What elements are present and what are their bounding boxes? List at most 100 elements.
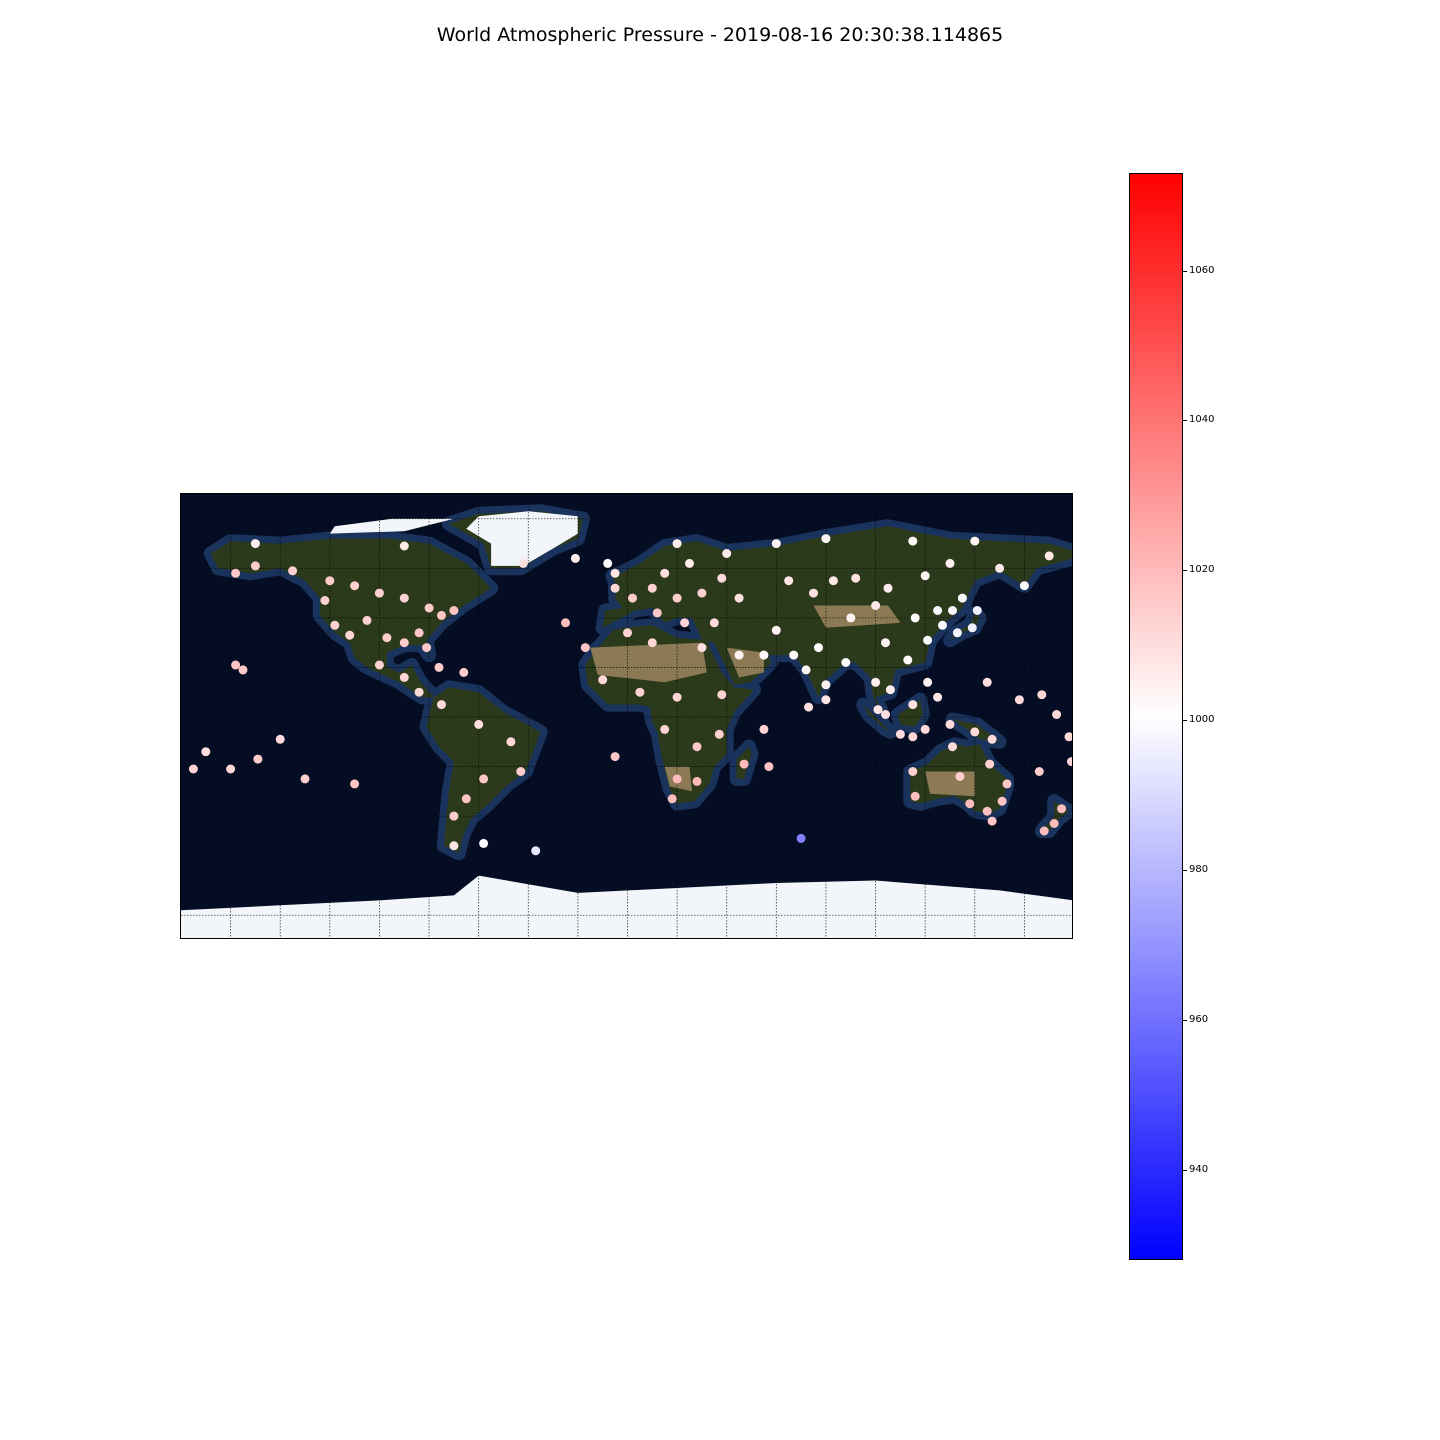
colorbar-tick-mark bbox=[1183, 720, 1187, 722]
pressure-point bbox=[598, 675, 608, 685]
pressure-point bbox=[531, 846, 541, 856]
pressure-point bbox=[997, 796, 1007, 806]
land-indonesia-sumatra bbox=[863, 704, 891, 732]
colorbar-tick-label: 1060 bbox=[1189, 264, 1215, 276]
pressure-point bbox=[382, 633, 392, 643]
pressure-point bbox=[647, 583, 657, 593]
pressure-point bbox=[250, 539, 260, 549]
pressure-point bbox=[771, 539, 781, 549]
pressure-point bbox=[933, 606, 943, 615]
pressure-point bbox=[610, 752, 620, 762]
pressure-point bbox=[1034, 767, 1044, 776]
pressure-point bbox=[424, 603, 434, 613]
pressure-point bbox=[652, 608, 662, 618]
pressure-point bbox=[945, 719, 955, 729]
pressure-point bbox=[570, 553, 580, 563]
desert-gobi bbox=[813, 605, 901, 628]
pressure-point bbox=[506, 737, 516, 747]
pressure-point bbox=[717, 690, 727, 700]
pressure-point bbox=[449, 811, 459, 821]
pressure-point bbox=[479, 838, 489, 848]
colorbar-tick-label: 1000 bbox=[1189, 714, 1215, 726]
pressure-point bbox=[722, 549, 732, 558]
pressure-point bbox=[952, 628, 962, 638]
pressure-point bbox=[821, 695, 831, 705]
pressure-point bbox=[895, 729, 905, 739]
colorbar bbox=[1129, 173, 1183, 1260]
pressure-point bbox=[948, 742, 957, 752]
pressure-point bbox=[955, 772, 965, 781]
pressure-point bbox=[908, 700, 918, 710]
pressure-point bbox=[948, 606, 957, 615]
colorbar-tick-mark bbox=[1183, 1020, 1187, 1022]
pressure-point bbox=[362, 615, 372, 625]
pressure-point bbox=[821, 534, 831, 544]
pressure-point bbox=[680, 618, 690, 628]
pressure-point bbox=[923, 635, 933, 645]
pressure-point bbox=[226, 764, 236, 774]
pressure-point bbox=[288, 566, 298, 576]
pressure-point bbox=[434, 662, 444, 672]
pressure-point bbox=[881, 638, 890, 648]
pressure-point bbox=[759, 650, 769, 660]
pressure-point bbox=[734, 593, 744, 603]
pressure-point bbox=[516, 767, 526, 776]
pressure-point bbox=[759, 724, 769, 734]
chart-title: World Atmospheric Pressure - 2019-08-16 … bbox=[436, 24, 1004, 46]
pressure-point bbox=[1014, 695, 1024, 705]
pressure-point bbox=[987, 734, 997, 744]
pressure-point bbox=[561, 618, 570, 628]
pressure-point bbox=[814, 643, 823, 653]
pressure-point bbox=[796, 833, 806, 843]
pressure-point bbox=[903, 655, 913, 665]
desert-australia bbox=[925, 771, 975, 797]
pressure-point bbox=[201, 747, 211, 757]
pressure-point bbox=[804, 702, 814, 712]
pressure-point bbox=[374, 588, 384, 598]
pressure-point bbox=[399, 638, 409, 648]
colorbar-tick-mark bbox=[1183, 570, 1187, 572]
pressure-point bbox=[846, 613, 856, 623]
pressure-point bbox=[771, 625, 781, 635]
pressure-point bbox=[987, 816, 997, 826]
pressure-points bbox=[188, 534, 1072, 856]
pressure-point bbox=[350, 779, 360, 789]
pressure-point bbox=[461, 794, 471, 804]
pressure-point bbox=[908, 732, 918, 742]
pressure-point bbox=[647, 638, 657, 648]
colorbar-tick-label: 1020 bbox=[1189, 564, 1215, 576]
colorbar-tick-label: 1040 bbox=[1189, 414, 1215, 426]
pressure-point bbox=[685, 558, 694, 568]
pressure-point bbox=[330, 620, 340, 630]
pressure-point bbox=[231, 568, 241, 578]
desert-sahara bbox=[590, 642, 707, 683]
pressure-point bbox=[734, 650, 744, 660]
pressure-point bbox=[231, 660, 241, 670]
pressure-point bbox=[672, 593, 682, 603]
land-north-america bbox=[210, 538, 492, 698]
pressure-point bbox=[841, 658, 851, 667]
pressure-point bbox=[399, 541, 409, 551]
pressure-point bbox=[717, 573, 727, 583]
pressure-point bbox=[1044, 551, 1054, 561]
pressure-point bbox=[970, 536, 980, 546]
pressure-point bbox=[789, 650, 799, 660]
pressure-point bbox=[970, 727, 980, 737]
pressure-point bbox=[697, 588, 707, 598]
pressure-point bbox=[414, 687, 424, 697]
pressure-point bbox=[320, 596, 330, 605]
pressure-point bbox=[910, 791, 920, 801]
pressure-point bbox=[459, 667, 469, 677]
pressure-point bbox=[414, 628, 424, 638]
ice-greenland bbox=[466, 511, 578, 566]
pressure-point bbox=[739, 759, 749, 769]
pressure-point bbox=[1002, 779, 1012, 789]
pressure-point bbox=[821, 680, 831, 690]
ice-arctic-islands bbox=[329, 518, 454, 534]
pressure-point bbox=[714, 729, 724, 739]
pressure-point bbox=[660, 724, 670, 734]
pressure-point bbox=[1067, 757, 1072, 767]
pressure-point bbox=[479, 774, 489, 784]
pressure-point bbox=[635, 687, 645, 697]
pressure-point bbox=[449, 841, 459, 851]
